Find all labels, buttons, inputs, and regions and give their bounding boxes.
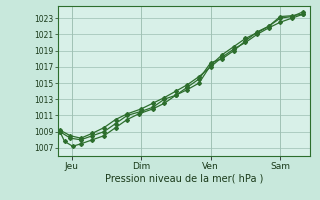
X-axis label: Pression niveau de la mer( hPa ): Pression niveau de la mer( hPa ): [105, 173, 263, 183]
